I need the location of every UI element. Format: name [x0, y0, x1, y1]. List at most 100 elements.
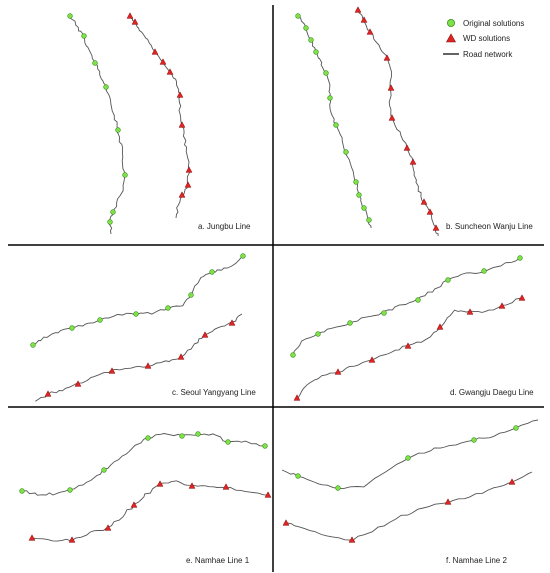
wd-solution-marker	[177, 353, 185, 360]
original-solution-marker	[179, 433, 185, 439]
wd-solution-marker	[74, 380, 82, 387]
legend: Original solutions WD solutions Road net…	[443, 18, 524, 59]
wd-solution-marker	[436, 323, 444, 330]
caption-f: f. Namhae Line 2	[446, 556, 507, 565]
wd-solution-marker	[228, 319, 236, 326]
original-solution-marker	[303, 25, 309, 31]
original-solution-marker	[110, 209, 116, 215]
original-solution-marker	[145, 435, 151, 441]
wd-solution-marker	[166, 68, 174, 75]
original-solution-marker	[188, 292, 194, 298]
road-wd-route	[128, 16, 191, 219]
wd-solution-marker	[409, 158, 417, 165]
original-solution-marker	[308, 37, 314, 43]
original-solution-marker	[122, 172, 128, 178]
wd-solution-marker	[126, 12, 134, 19]
legend-wd-marker	[445, 33, 457, 43]
original-solution-marker	[327, 95, 333, 101]
wd-solution-marker	[444, 498, 452, 505]
original-solution-marker	[366, 217, 372, 223]
road-original-route	[22, 433, 266, 496]
original-solution-marker	[195, 431, 201, 437]
original-solution-marker	[209, 269, 215, 275]
road-original-route	[281, 419, 539, 489]
original-solution-marker	[333, 122, 339, 128]
wd-solution-marker	[420, 198, 428, 205]
original-solution-marker	[133, 311, 139, 317]
wd-solution-marker	[348, 536, 356, 543]
original-solution-marker	[356, 192, 362, 198]
wd-solution-marker	[104, 524, 112, 531]
original-solution-marker	[240, 253, 246, 259]
original-solution-marker	[107, 219, 113, 225]
caption-a: a. Jungbu Line	[198, 222, 251, 231]
original-solution-marker	[381, 310, 387, 316]
wd-solution-marker	[222, 483, 230, 490]
original-solution-marker	[97, 317, 103, 323]
legend-road-label: Road network	[463, 50, 513, 59]
original-solution-marker	[295, 13, 301, 19]
wd-solution-marker	[188, 482, 196, 489]
original-solution-marker	[67, 13, 73, 19]
original-solution-marker	[335, 485, 341, 491]
wd-solution-marker	[366, 28, 374, 35]
wd-solution-marker	[108, 367, 116, 374]
original-solution-marker	[19, 488, 25, 494]
wd-solution-marker	[28, 534, 36, 541]
wd-solution-marker	[426, 208, 434, 215]
wd-solution-marker	[176, 91, 184, 98]
road-original-route	[292, 257, 521, 356]
wd-solution-marker	[432, 224, 440, 231]
original-solution-marker	[101, 467, 107, 473]
wd-solution-marker	[44, 390, 52, 397]
road-wd-route	[31, 480, 269, 542]
original-solution-marker	[343, 149, 349, 155]
original-solution-marker	[30, 342, 36, 348]
road-original-route	[70, 16, 127, 235]
wd-solution-marker	[334, 368, 342, 375]
wd-solution-marker	[387, 84, 395, 91]
original-solution-marker	[445, 277, 451, 283]
original-solution-marker	[481, 268, 487, 274]
wd-solution-marker	[368, 356, 376, 363]
original-solution-marker	[115, 127, 121, 133]
legend-original-marker	[446, 18, 455, 27]
caption-c: c. Seoul Yangyang Line	[172, 388, 256, 397]
wd-solution-marker	[404, 342, 412, 349]
panel-c	[30, 253, 246, 402]
wd-solution-marker	[68, 536, 76, 543]
caption-d: d. Gwangju Daegu Line	[450, 388, 534, 397]
panel-e	[19, 431, 272, 543]
original-solution-marker	[81, 33, 87, 39]
wd-solution-marker	[403, 144, 411, 151]
original-solution-marker	[347, 320, 353, 326]
wd-solution-marker	[293, 394, 301, 401]
original-solution-marker	[513, 425, 519, 431]
wd-solution-marker	[354, 6, 362, 13]
road-original-route	[32, 255, 244, 346]
wd-solution-marker	[151, 48, 159, 55]
wd-solution-marker	[360, 16, 368, 23]
caption-b: b. Suncheon Wanju Line	[446, 222, 533, 231]
wd-solution-marker	[156, 480, 164, 487]
road-wd-route	[285, 471, 533, 541]
wd-solution-marker	[383, 54, 391, 61]
original-solution-marker	[313, 49, 319, 55]
panel-b	[295, 6, 440, 237]
wd-solution-marker	[508, 478, 516, 485]
wd-solution-marker	[498, 302, 506, 309]
original-solution-marker	[103, 84, 109, 90]
original-solution-marker	[92, 60, 98, 66]
wd-solution-marker	[178, 191, 186, 198]
original-solution-marker	[225, 439, 231, 445]
original-solution-marker	[165, 305, 171, 311]
wd-solution-marker	[159, 58, 167, 65]
original-solution-marker	[353, 179, 359, 185]
wd-solution-marker	[184, 181, 192, 188]
wd-solution-marker	[518, 294, 526, 301]
wd-solution-marker	[388, 114, 396, 121]
original-solution-marker	[315, 331, 321, 337]
panel-f	[281, 419, 539, 543]
original-solution-marker	[517, 255, 523, 261]
